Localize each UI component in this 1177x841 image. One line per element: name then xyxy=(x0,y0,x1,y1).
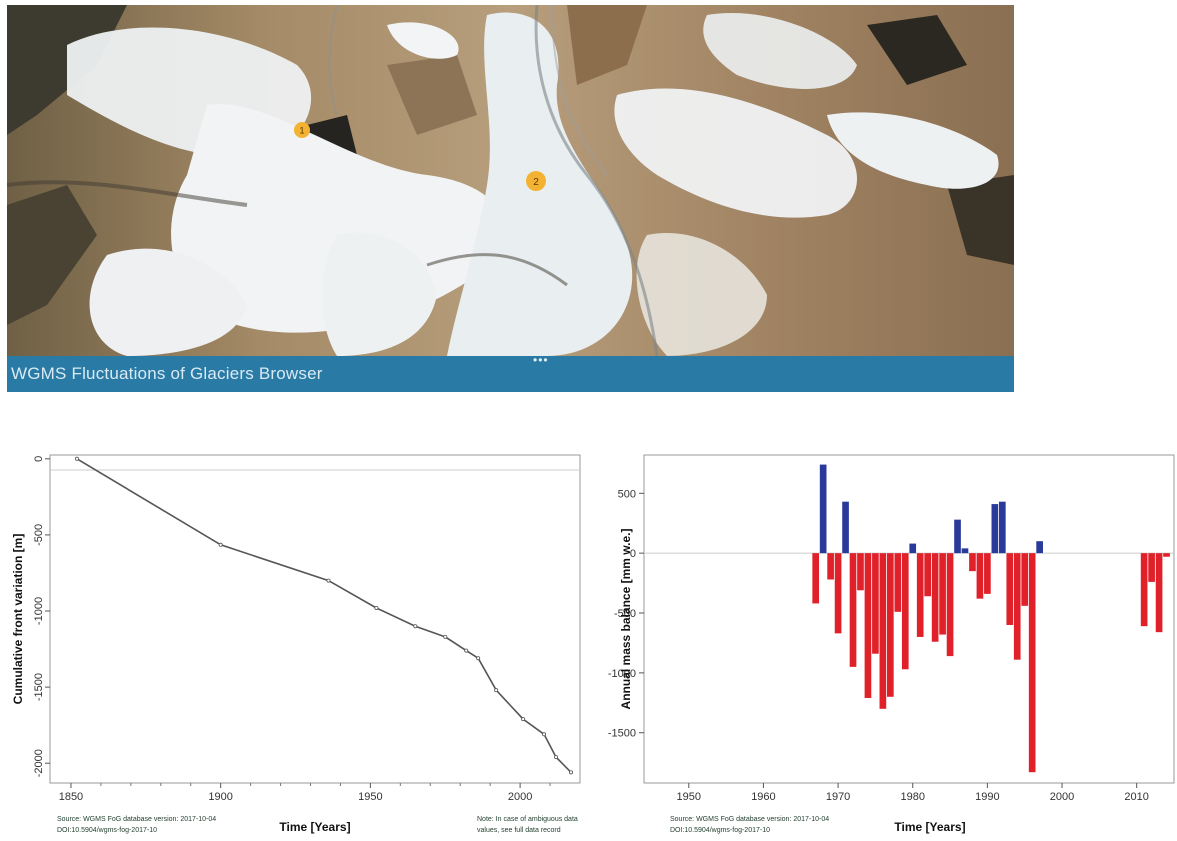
mass-balance-bar xyxy=(916,553,924,637)
mass-balance-bar xyxy=(1036,541,1043,554)
more-dots-icon[interactable]: ••• xyxy=(533,353,549,367)
browser-footer-bar: ••• WGMS Fluctuations of Glaciers Browse… xyxy=(7,353,1014,392)
x-tick-label: 1950 xyxy=(677,791,701,803)
data-point xyxy=(521,717,526,722)
x-tick-label: 2000 xyxy=(1050,791,1074,803)
ambiguous-note-line-2: values, see full data record xyxy=(477,827,561,834)
mass-balance-bar xyxy=(924,553,931,597)
mass-balance-bar xyxy=(969,553,976,572)
y-axis: 0 -500 -1000 -1500 -2000 xyxy=(33,456,50,777)
mass-balance-bar xyxy=(976,553,984,599)
y-tick-label: 0 xyxy=(630,548,636,560)
mass-balance-bar xyxy=(931,553,939,642)
mass-balance-bar xyxy=(834,553,842,634)
data-point xyxy=(554,755,559,760)
x-axis: 1950 1960 1970 1980 1990 2000 2010 xyxy=(677,783,1149,803)
x-tick-label: 2010 xyxy=(1124,791,1148,803)
mass-balance-bar xyxy=(984,553,991,594)
mass-balance-bar xyxy=(1013,553,1021,660)
glacier-marker-2[interactable]: 2 xyxy=(526,171,546,191)
source-note: Source: WGMS FoG database version: 2017-… xyxy=(57,816,216,823)
mass-balance-bar xyxy=(946,553,954,657)
mass-balance-bar xyxy=(939,553,946,635)
data-point xyxy=(374,605,379,610)
mass-balance-bar xyxy=(1021,553,1029,606)
mass-balance-bar xyxy=(849,553,857,667)
data-point xyxy=(542,732,547,737)
data-point xyxy=(494,688,499,693)
y-tick-label: -1000 xyxy=(33,597,45,625)
mass-balance-bar xyxy=(1148,553,1155,582)
mass-balance-bar xyxy=(894,553,902,612)
mass-balance-bar xyxy=(819,464,827,554)
mass-balance-bar xyxy=(998,501,1006,554)
browser-title: WGMS Fluctuations of Glaciers Browser xyxy=(11,364,323,383)
data-point xyxy=(476,656,481,661)
source-note: Source: WGMS FoG database version: 2017-… xyxy=(670,816,829,823)
mass-balance-bar xyxy=(954,519,961,554)
data-point xyxy=(569,770,574,775)
y-tick-label: -1000 xyxy=(608,668,636,680)
mass-balance-bar xyxy=(909,543,917,554)
mass-balance-bar xyxy=(864,553,872,699)
mass-balance-bar xyxy=(1163,553,1170,557)
doi-note: DOI:10.5904/wgms-fog-2017-10 xyxy=(57,827,157,834)
satellite-map[interactable]: 1 2 xyxy=(7,5,1014,356)
y-axis: 500 0 -500 -1000 -1500 xyxy=(608,488,1174,740)
y-tick-label: -2000 xyxy=(33,749,45,777)
y-tick-label: -500 xyxy=(33,524,45,546)
x-tick-label: 2000 xyxy=(508,791,532,803)
plot-area xyxy=(49,454,581,784)
y-tick-label: -500 xyxy=(614,608,636,620)
mass-balance-bars xyxy=(812,464,1170,773)
mass-balance-bar xyxy=(872,553,879,654)
x-tick-label: 1900 xyxy=(208,791,232,803)
mass-balance-bar xyxy=(887,553,894,697)
data-point xyxy=(413,624,418,629)
mass-balance-bar xyxy=(961,548,969,554)
mass-balance-bar xyxy=(827,553,834,580)
plot-area xyxy=(643,454,1175,784)
mass-balance-bar xyxy=(857,553,864,591)
mass-balance-bar xyxy=(1028,553,1036,773)
x-tick-label: 1980 xyxy=(900,791,924,803)
x-axis-label: Time [Years] xyxy=(894,820,965,834)
x-tick-label: 1970 xyxy=(826,791,850,803)
ambiguous-note-line-1: Note: In case of ambiguous data xyxy=(477,816,578,823)
y-axis-label: Cumulative front variation [m] xyxy=(11,534,25,705)
data-point xyxy=(326,578,331,583)
front-variation-chart: 1850 1900 1950 2000 0 -500 -1000 -1500 -2000 Cu… xyxy=(11,454,581,834)
front-variation-points xyxy=(74,456,574,775)
marker-label: 1 xyxy=(299,126,304,136)
y-tick-label: 0 xyxy=(33,456,45,462)
mass-balance-bar xyxy=(842,501,849,554)
y-axis-label: Annual mass balance [mm w.e.] xyxy=(619,529,633,710)
mass-balance-bar xyxy=(1140,553,1148,627)
mass-balance-chart: 1950 1960 1970 1980 1990 2000 2010 500 0 -500 -10… xyxy=(608,454,1175,834)
mass-balance-bar xyxy=(812,553,820,604)
x-tick-label: 1960 xyxy=(751,791,775,803)
data-point xyxy=(464,648,469,653)
y-tick-label: 500 xyxy=(618,488,636,500)
x-tick-label: 1950 xyxy=(358,791,382,803)
mass-balance-bar xyxy=(901,553,909,670)
mass-balance-bar xyxy=(1006,553,1014,625)
doi-note: DOI:10.5904/wgms-fog-2017-10 xyxy=(670,827,770,834)
x-tick-label: 1850 xyxy=(59,791,83,803)
x-tick-label: 1990 xyxy=(975,791,999,803)
mass-balance-bar xyxy=(1155,553,1163,633)
data-point xyxy=(218,542,223,547)
data-point xyxy=(443,634,448,639)
x-axis: 1850 1900 1950 2000 xyxy=(59,783,551,803)
data-point xyxy=(74,456,79,461)
y-tick-label: -1500 xyxy=(33,673,45,701)
glacier-marker-1[interactable]: 1 xyxy=(294,122,310,138)
x-axis-label: Time [Years] xyxy=(279,820,350,834)
marker-label: 2 xyxy=(533,177,539,188)
mass-balance-bar xyxy=(991,504,999,554)
y-tick-label: -1500 xyxy=(608,728,636,740)
mass-balance-bar xyxy=(879,553,887,709)
